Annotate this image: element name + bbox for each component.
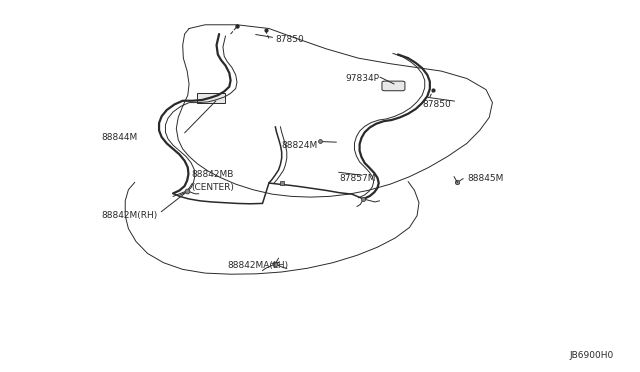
Text: JB6900H0: JB6900H0 — [570, 351, 614, 360]
Text: 88842M(RH): 88842M(RH) — [102, 211, 158, 220]
FancyBboxPatch shape — [197, 93, 225, 103]
Text: 88844M: 88844M — [102, 133, 138, 142]
Text: 88842MA(LH): 88842MA(LH) — [227, 261, 289, 270]
Text: 88824M: 88824M — [282, 141, 318, 150]
Text: 88845M: 88845M — [467, 174, 503, 183]
Text: 97834P: 97834P — [346, 74, 380, 83]
Text: (CENTER): (CENTER) — [191, 183, 234, 192]
FancyBboxPatch shape — [382, 81, 405, 91]
Text: 87850: 87850 — [275, 35, 304, 44]
Text: 88842MB: 88842MB — [191, 170, 234, 179]
Text: 87857M: 87857M — [339, 174, 376, 183]
Text: 87850: 87850 — [422, 100, 451, 109]
